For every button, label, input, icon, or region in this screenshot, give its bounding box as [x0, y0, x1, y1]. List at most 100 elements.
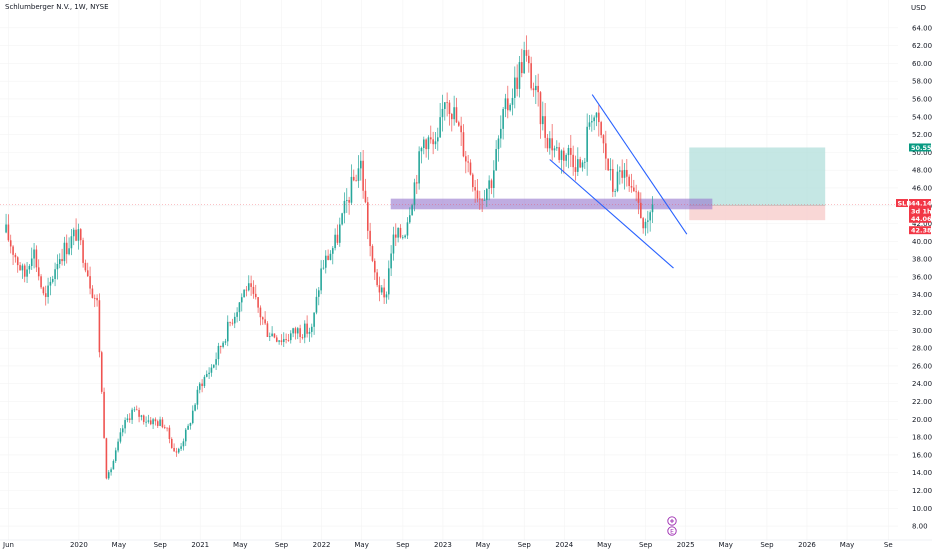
candle-body: [455, 107, 458, 123]
loss-zone[interactable]: [689, 205, 826, 221]
candle-body: [329, 253, 332, 260]
candle-body: [600, 122, 602, 136]
y-tick-label: 52.00: [912, 131, 932, 139]
support-zone-rect[interactable]: [390, 198, 713, 210]
candle-body: [436, 137, 439, 142]
y-tick-label: 24.00: [912, 380, 932, 388]
candle-body: [558, 147, 560, 160]
candle-body: [581, 162, 584, 168]
candle-body: [574, 167, 577, 172]
candle-body: [245, 289, 248, 291]
candle-body: [441, 108, 444, 118]
candle-body: [89, 276, 91, 289]
candle-body: [119, 432, 122, 442]
support-zone[interactable]: [390, 198, 713, 210]
candle-body: [486, 188, 488, 201]
candle-body: [364, 190, 367, 203]
candle-body: [369, 230, 371, 247]
add-alert-icons[interactable]: E: [667, 516, 677, 536]
current-price-tag: [909, 199, 931, 208]
candle-body: [91, 288, 94, 298]
candle-body: [427, 137, 430, 150]
candle-body: [282, 339, 285, 342]
candle-body: [432, 139, 434, 145]
candle-body: [310, 326, 313, 332]
candle-body: [252, 286, 255, 294]
candle-body: [173, 447, 175, 452]
x-tick-label: Sep: [518, 541, 532, 549]
x-tick-label: 2024: [555, 541, 573, 549]
candle-body: [56, 264, 59, 270]
symbol-tag-text: SLB: [898, 199, 912, 207]
candle-body: [418, 151, 420, 184]
event-marker-icon[interactable]: [667, 526, 677, 536]
long-position-tool[interactable]: [689, 147, 826, 221]
x-tick-label: May: [476, 541, 490, 549]
candle-body: [570, 148, 572, 155]
price-axis[interactable]: 64.00 62.00 60.00 58.00 56.00 54.00 52.00 50.00…: [912, 24, 932, 530]
stop-price-tag: [909, 226, 931, 235]
candle-body: [273, 333, 276, 338]
candle-body: [33, 249, 35, 259]
falling-wedge-lines[interactable]: [549, 94, 688, 269]
candlestick-series: [5, 35, 654, 480]
candle-body: [588, 122, 591, 127]
candle-body: [542, 116, 544, 125]
y-tick-label: 32.00: [912, 309, 932, 317]
candle-body: [551, 138, 553, 151]
candle-body: [142, 415, 145, 422]
candle-body: [275, 337, 278, 342]
candle-body: [278, 340, 280, 342]
y-tick-label: 34.00: [912, 291, 932, 299]
candle-body: [628, 176, 630, 187]
y-tick-label: 58.00: [912, 78, 932, 86]
y-tick-label: 64.00: [912, 24, 932, 32]
candle-body: [577, 159, 579, 172]
candle-body: [114, 450, 117, 461]
candle-body: [560, 150, 563, 160]
candle-body: [525, 50, 528, 56]
candle-body: [644, 221, 647, 229]
wedge-lower-line[interactable]: [549, 159, 674, 269]
candle-body: [93, 297, 96, 299]
candle-body: [19, 265, 21, 271]
candle-body: [292, 328, 294, 334]
y-tick-label: 10.00: [912, 505, 932, 513]
candle-body: [514, 77, 516, 98]
x-tick-label: Jun: [2, 541, 14, 549]
candle-body: [145, 421, 147, 423]
time-axis[interactable]: Jun 2020 May Sep 2021 May Sep 2022 May Sep 2023 May…: [0, 539, 932, 549]
candle-body: [163, 427, 166, 428]
candle-body: [7, 224, 10, 241]
candle-body: [635, 191, 637, 193]
y-tick-label: 42.00: [912, 220, 932, 228]
candle-body: [205, 374, 208, 377]
candle-body: [591, 121, 593, 123]
candle-body: [268, 336, 271, 338]
x-tick-label: Sep: [396, 541, 410, 549]
candle-body: [490, 180, 493, 189]
candle-body: [579, 159, 581, 168]
candle-body: [126, 418, 129, 421]
candle-body: [420, 148, 423, 152]
candle-body: [124, 420, 126, 429]
candle-body: [593, 117, 595, 122]
candle-body: [215, 359, 217, 365]
candle-body: [247, 283, 250, 291]
candle-body: [5, 224, 7, 233]
candle-body: [324, 255, 327, 268]
candle-body: [626, 169, 628, 177]
candle-body: [607, 158, 609, 171]
y-tick-label: 26.00: [912, 362, 932, 370]
x-tick-label: Se: [884, 541, 893, 549]
candle-body: [9, 240, 12, 247]
profit-zone[interactable]: [689, 147, 826, 206]
stop-price-tag-text: 42.38: [911, 227, 932, 235]
candle-body: [469, 162, 472, 175]
candle-body: [623, 169, 626, 178]
wedge-upper-line[interactable]: [591, 94, 688, 235]
candle-body: [243, 289, 245, 298]
candle-body: [117, 441, 119, 451]
candle-body: [152, 419, 154, 425]
